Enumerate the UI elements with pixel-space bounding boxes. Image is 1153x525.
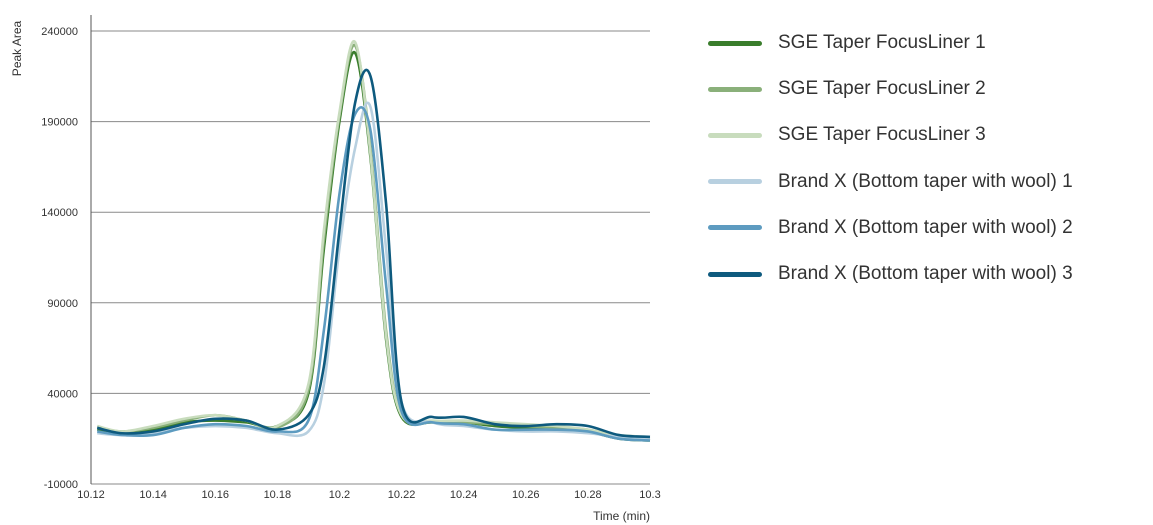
series-line-2	[96, 43, 651, 440]
legend-swatch	[708, 225, 762, 231]
y-tick-label: -10000	[44, 479, 78, 491]
y-tick-label: 190000	[41, 117, 78, 129]
x-tick-label: 10.22	[388, 489, 416, 501]
y-tick-label: 40000	[47, 388, 78, 400]
legend-label: SGE Taper FocusLiner 2	[778, 78, 986, 100]
legend-item: Brand X (Bottom taper with wool) 2	[708, 205, 1073, 251]
legend-item: SGE Taper FocusLiner 2	[708, 66, 1073, 112]
legend-swatch	[708, 179, 762, 185]
series-line-3	[96, 40, 651, 439]
legend-swatch	[708, 271, 762, 277]
legend: SGE Taper FocusLiner 1 SGE Taper FocusLin…	[708, 20, 1073, 297]
legend-item: Brand X (Bottom taper with wool) 3	[708, 251, 1073, 297]
chart: -10000 40000 90000 140000 190000 240000 10.12 1…	[10, 15, 661, 523]
x-tick-label: 10.26	[512, 489, 540, 501]
series-line-4	[97, 101, 651, 440]
series-line-5	[97, 106, 651, 442]
x-tick-label: 10.16	[201, 489, 229, 501]
plot-area	[96, 40, 651, 442]
gridlines	[91, 30, 650, 485]
legend-swatch	[708, 86, 762, 92]
x-tick-label: 10.2	[329, 489, 350, 501]
y-tick-label: 90000	[47, 298, 78, 310]
y-axis-title: Peak Area	[10, 20, 24, 76]
legend-swatch	[708, 40, 762, 46]
legend-item: SGE Taper FocusLiner 3	[708, 112, 1073, 158]
legend-label: Brand X (Bottom taper with wool) 2	[778, 216, 1073, 238]
x-tick-label: 10.14	[139, 489, 167, 501]
legend-label: Brand X (Bottom taper with wool) 3	[778, 263, 1073, 285]
series-line-1	[96, 51, 651, 442]
y-tick-label: 140000	[41, 207, 78, 219]
x-tick-label: 10.12	[77, 489, 105, 501]
legend-label: SGE Taper FocusLiner 1	[778, 32, 986, 54]
legend-item: SGE Taper FocusLiner 1	[708, 20, 1073, 66]
tick-labels: -10000 40000 90000 140000 190000 240000 10.12 1…	[41, 26, 660, 501]
legend-label: SGE Taper FocusLiner 3	[778, 124, 986, 146]
x-axis-title: Time (min)	[593, 509, 650, 523]
legend-label: Brand X (Bottom taper with wool) 1	[778, 170, 1073, 192]
y-tick-label: 240000	[41, 26, 78, 38]
x-tick-label: 10.3	[639, 489, 660, 501]
series-line-6	[96, 68, 651, 439]
legend-item: Brand X (Bottom taper with wool) 1	[708, 159, 1073, 205]
x-tick-label: 10.24	[450, 489, 478, 501]
x-tick-label: 10.18	[264, 489, 292, 501]
legend-swatch	[708, 132, 762, 138]
x-tick-label: 10.28	[574, 489, 602, 501]
